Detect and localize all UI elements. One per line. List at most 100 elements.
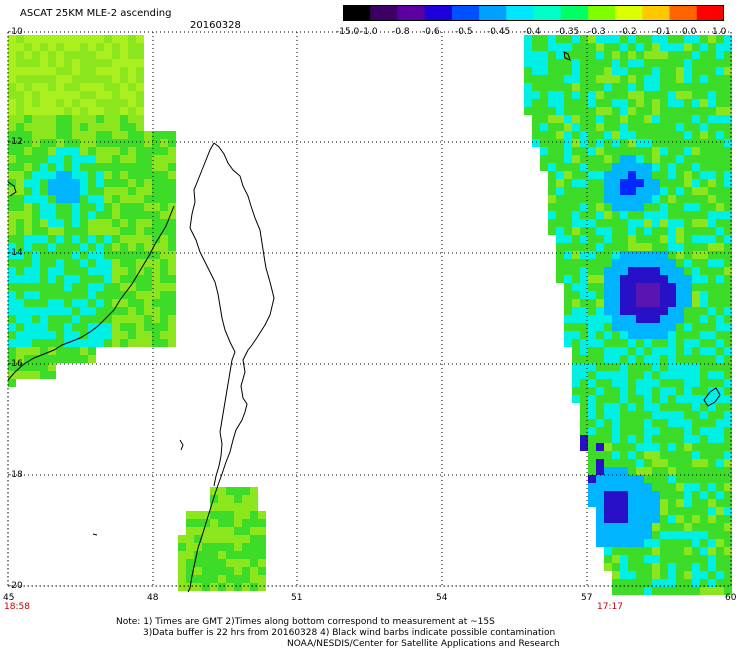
swath-cell: [72, 355, 80, 363]
swath-cell: [708, 419, 716, 427]
swath-cell: [48, 307, 56, 315]
swath-cell: [16, 307, 24, 315]
swath-cell: [676, 251, 684, 259]
swath-cell: [652, 115, 660, 123]
swath-cell: [668, 259, 676, 267]
swath-cell: [72, 139, 80, 147]
swath-cell: [210, 575, 218, 583]
swath-cell: [152, 195, 160, 203]
swath-cell: [128, 259, 136, 267]
swath-cell: [548, 91, 556, 99]
swath-cell: [40, 155, 48, 163]
swath-cell: [32, 227, 40, 235]
swath-cell: [88, 331, 96, 339]
swath-cell: [644, 235, 652, 243]
swath-cell: [72, 227, 80, 235]
swath-cell: [64, 235, 72, 243]
swath-cell: [88, 83, 96, 91]
swath-cell: [604, 563, 612, 571]
swath-cell: [620, 59, 628, 67]
swath-cell: [596, 331, 604, 339]
swath-cell: [104, 171, 112, 179]
swath-cell: [588, 411, 596, 419]
swath-cell: [620, 291, 628, 299]
swath-cell: [136, 283, 144, 291]
swath-cell: [64, 83, 72, 91]
swath-cell: [604, 211, 612, 219]
swath-cell: [242, 551, 250, 559]
swath-cell: [636, 291, 644, 299]
swath-cell: [8, 115, 16, 123]
swath-cell: [700, 387, 708, 395]
swath-cell: [628, 315, 636, 323]
swath-cell: [8, 283, 16, 291]
swath-cell: [668, 403, 676, 411]
swath-cell: [532, 99, 540, 107]
swath-cell: [692, 419, 700, 427]
swath-cell: [532, 131, 540, 139]
swath-cell: [96, 275, 104, 283]
swath-cell: [644, 563, 652, 571]
swath-cell: [652, 275, 660, 283]
coastline-island-top: [563, 51, 571, 61]
swath-cell: [64, 355, 72, 363]
swath-cell: [668, 427, 676, 435]
swath-cell: [572, 139, 580, 147]
swath-cell: [56, 75, 64, 83]
swath-cell: [604, 91, 612, 99]
swath-left-pass: [8, 35, 176, 387]
swath-cell: [676, 299, 684, 307]
swath-cell: [620, 315, 628, 323]
swath-cell: [628, 195, 636, 203]
colorbar-segment: [479, 5, 507, 21]
swath-cell: [64, 59, 72, 67]
swath-cell: [724, 99, 732, 107]
swath-cell: [524, 43, 532, 51]
swath-cell: [612, 491, 620, 499]
swath-cell: [40, 355, 48, 363]
swath-cell: [636, 91, 644, 99]
swath-cell: [144, 235, 152, 243]
swath-cell: [612, 219, 620, 227]
swath-cell: [620, 571, 628, 579]
swath-cell: [168, 131, 176, 139]
swath-cell: [8, 291, 16, 299]
swath-cell: [572, 299, 580, 307]
swath-cell: [120, 51, 128, 59]
swath-cell: [724, 235, 732, 243]
swath-cell: [80, 299, 88, 307]
latitude-label: -16: [8, 359, 23, 369]
swath-cell: [564, 67, 572, 75]
swath-cell: [80, 243, 88, 251]
swath-cell: [724, 43, 732, 51]
swath-cell: [96, 219, 104, 227]
swath-cell: [56, 355, 64, 363]
swath-cell: [644, 283, 652, 291]
swath-cell: [652, 467, 660, 475]
swath-cell: [716, 403, 724, 411]
swath-cell: [604, 323, 612, 331]
swath-cell: [104, 123, 112, 131]
swath-cell: [652, 299, 660, 307]
swath-cell: [700, 571, 708, 579]
swath-cell: [234, 559, 242, 567]
swath-cell: [24, 43, 32, 51]
swath-cell: [202, 583, 210, 591]
swath-cell: [64, 51, 72, 59]
swath-cell: [96, 139, 104, 147]
swath-cell: [24, 59, 32, 67]
swath-cell: [160, 139, 168, 147]
swath-cell: [72, 147, 80, 155]
swath-cell: [604, 435, 612, 443]
swath-cell: [64, 75, 72, 83]
swath-cell: [588, 443, 596, 451]
swath-cell: [48, 267, 56, 275]
swath-cell: [612, 211, 620, 219]
swath-cell: [716, 275, 724, 283]
swath-cell: [524, 91, 532, 99]
swath-cell: [16, 371, 24, 379]
swath-cell: [556, 219, 564, 227]
swath-cell: [708, 155, 716, 163]
colorbar-tick-label: -0.1: [653, 27, 671, 37]
swath-cell: [692, 459, 700, 467]
